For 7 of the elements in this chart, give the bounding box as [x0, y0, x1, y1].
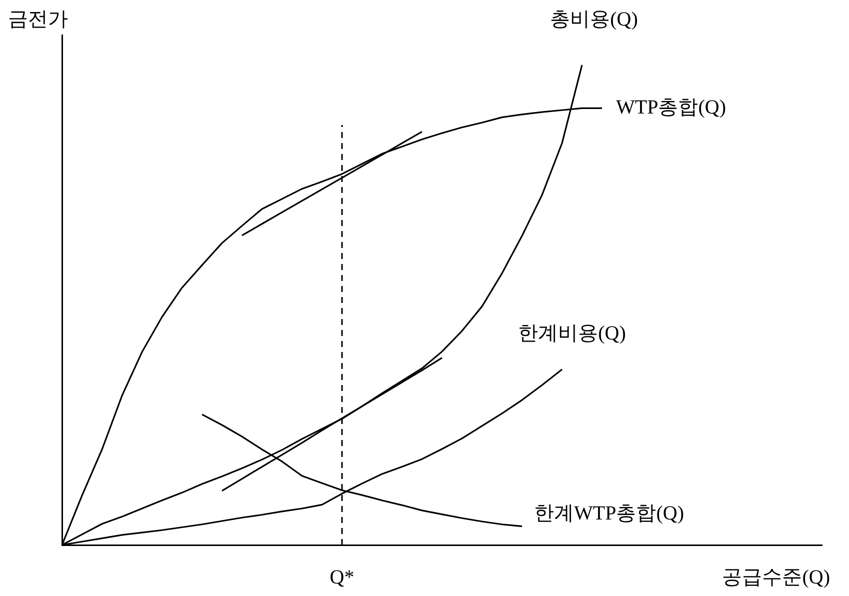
series-label: WTP총합(Q) — [616, 96, 726, 118]
text: 총비용(Q) — [550, 8, 638, 30]
series-label: 한계비용(Q) — [518, 322, 626, 345]
x-axis-title: 공급수준(Q) — [722, 566, 830, 588]
y-axis-title: 금전가 — [8, 8, 68, 30]
text: Q* — [330, 566, 354, 588]
series-label: 한계WTP총합(Q) — [534, 502, 684, 525]
